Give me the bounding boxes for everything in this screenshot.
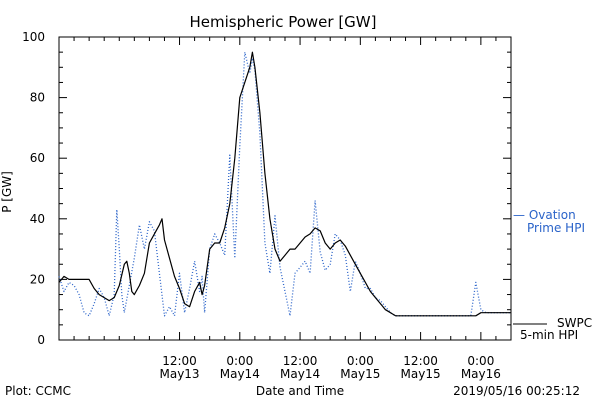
x-tick-time-label: 12:00 — [162, 354, 197, 368]
y-tick-label: 20 — [30, 272, 45, 286]
x-tick-time-label: 12:00 — [283, 354, 318, 368]
x-tick-time-label: 0:00 — [226, 354, 253, 368]
y-tick-label: 100 — [22, 30, 45, 44]
x-tick-date-label: May16 — [461, 367, 501, 381]
y-tick-label: 40 — [30, 212, 45, 226]
x-tick-date-label: May15 — [340, 367, 380, 381]
plot-frame — [58, 36, 512, 341]
x-axis-label: Date and Time — [256, 384, 344, 398]
y-axis: 0 20 40 60 80 100 — [22, 30, 511, 347]
legend-ovation-label-2: Prime HPI — [527, 221, 585, 235]
x-tick-time-label: 12:00 — [403, 354, 438, 368]
chart-title: Hemispheric Power [GW] — [190, 13, 377, 31]
legend-swpc: SWPC 5-min HPI — [513, 316, 592, 342]
legend-swpc-label-2: 5-min HPI — [520, 328, 578, 342]
footer-timestamp: 2019/05/16 00:25:12 — [453, 384, 580, 398]
legend-swpc-label-1: SWPC — [557, 316, 592, 330]
x-tick-date-label: May15 — [401, 367, 441, 381]
x-tick-date-label: May14 — [280, 367, 320, 381]
y-tick-label: 80 — [30, 91, 45, 105]
footer-plot-credit: Plot: CCMC — [5, 384, 71, 398]
x-tick-date-label: May13 — [159, 367, 199, 381]
swpc-series-line — [58, 51, 511, 317]
y-tick-label: 60 — [30, 151, 45, 165]
x-tick-date-label: May14 — [220, 367, 260, 381]
x-tick-time-label: 0:00 — [347, 354, 374, 368]
x-axis: 12:00May130:00May1412:00May140:00May1512… — [58, 37, 512, 381]
legend-ovation: — Ovation Prime HPI — [513, 208, 585, 235]
y-axis-label: P [GW] — [0, 171, 14, 213]
y-tick-label: 0 — [37, 333, 45, 347]
x-tick-time-label: 0:00 — [467, 354, 494, 368]
ovation-prime-series-line — [58, 51, 511, 317]
legend-ovation-label-1: — Ovation — [513, 208, 576, 222]
plot-area — [58, 51, 511, 317]
